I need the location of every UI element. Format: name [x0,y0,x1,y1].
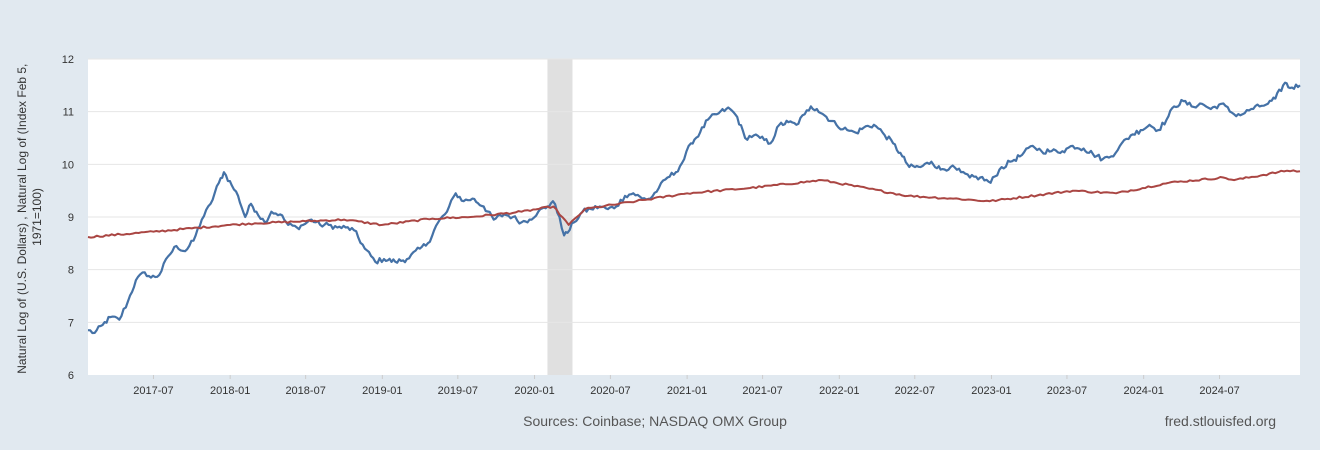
x-tick-label: 2022-01 [819,385,859,397]
y-axis-label-line-2: 1971=100) [30,188,44,246]
y-tick-label: 6 [68,370,74,382]
x-tick-label: 2023-01 [971,385,1011,397]
x-tick-label: 2020-07 [590,385,630,397]
x-tick-label: 2024-01 [1123,385,1163,397]
y-tick-label: 12 [62,54,74,66]
y-axis-label-line-1: Natural Log of (U.S. Dollars) , Natural … [15,64,29,374]
y-tick-label: 7 [68,317,74,329]
x-axis-ticks: 2017-07 2018-01 2018-07 2019-01 2019-07 2020-… [133,375,1240,397]
site-credit: fred.stlouisfed.org [1165,413,1276,429]
y-tick-label: 8 [68,265,74,277]
x-tick-label: 2017-07 [133,385,173,397]
y-tick-label: 11 [63,107,74,119]
series-line-red [87,169,1301,239]
y-axis-ticks: 6 7 8 9 10 11 12 [62,54,74,382]
x-tick-label: 2021-07 [742,385,782,397]
x-tick-label: 2018-01 [210,385,250,397]
series-group [87,81,1301,335]
x-tick-label: 2021-01 [667,385,707,397]
gridlines [88,58,1300,323]
x-tick-label: 2024-07 [1199,385,1239,397]
sources-note: Sources: Coinbase; NASDAQ OMX Group [523,413,787,429]
y-tick-label: 9 [68,212,74,224]
x-tick-label: 2022-07 [895,385,935,397]
y-axis-label: Natural Log of (U.S. Dollars) , Natural … [15,60,44,374]
y-tick-label: 10 [62,159,74,171]
x-tick-label: 2019-01 [362,385,402,397]
x-tick-label: 2019-07 [438,385,478,397]
x-tick-label: 2020-01 [514,385,554,397]
x-tick-label: 2023-07 [1047,385,1087,397]
x-tick-label: 2018-07 [285,385,325,397]
series-line-blue [87,81,1301,335]
